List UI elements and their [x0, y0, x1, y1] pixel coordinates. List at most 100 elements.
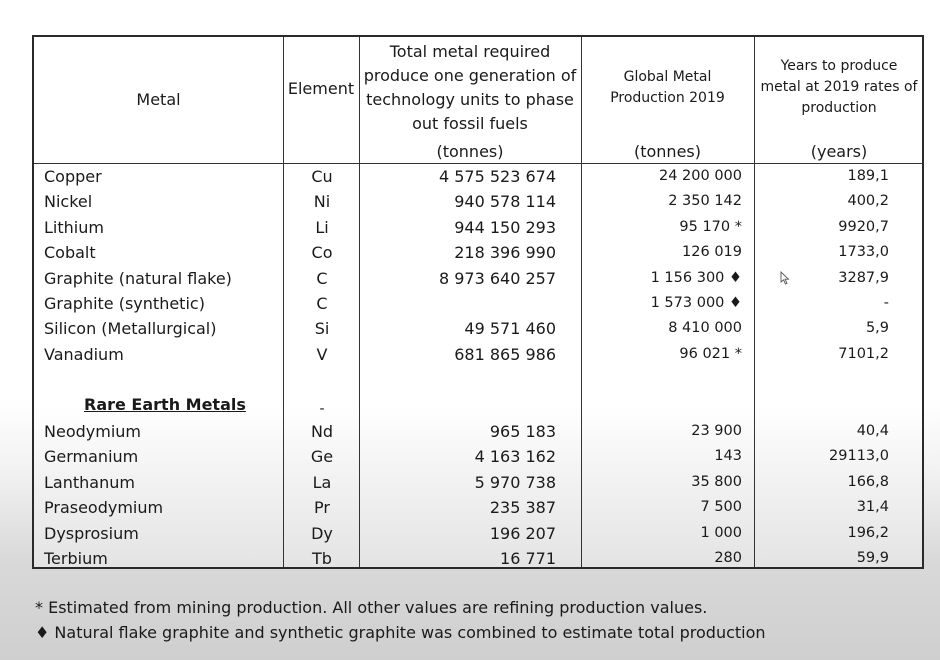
- global-production: 1 156 300 ♦: [650, 269, 742, 286]
- header-total-line: produce one generation of: [363, 66, 577, 85]
- total-required: 218 396 990: [454, 243, 556, 263]
- column-divider: [581, 37, 582, 567]
- total-required: 944 150 293: [454, 217, 556, 237]
- table-row: Dysprosium Dy 196 207 1 000 196,2: [34, 521, 922, 546]
- element-symbol: Nd: [310, 422, 334, 441]
- table-row: Lithium Li 944 150 293 95 170 * 9920,7: [34, 215, 922, 240]
- total-required: 681 865 986: [454, 344, 556, 364]
- years-to-produce: 3287,9: [838, 269, 889, 286]
- metal-name: Dysprosium: [44, 523, 139, 543]
- table-row: Neodymium Nd 965 183 23 900 40,4: [34, 419, 922, 444]
- element-symbol: Cu: [311, 167, 333, 186]
- metal-name: Copper: [44, 167, 102, 186]
- table-row: Lanthanum La 5 970 738 35 800 166,8: [34, 470, 922, 495]
- header-years: Years to produce metal at 2019 rates of …: [754, 56, 924, 119]
- header-years-line: production: [801, 100, 877, 116]
- header-divider: [34, 163, 922, 164]
- metal-name: Lanthanum: [44, 472, 135, 492]
- header-global-line: Global Metal: [623, 69, 712, 85]
- element-symbol: C: [316, 268, 328, 288]
- total-required: 4 163 162: [474, 447, 556, 467]
- element-symbol: La: [312, 472, 332, 492]
- years-to-produce: 5,9: [865, 320, 889, 337]
- header-years-unit: (years): [810, 142, 868, 161]
- element-symbol: Si: [314, 319, 330, 339]
- table-row: Terbium Tb 16 771 280 59,9: [34, 546, 922, 571]
- section-title: Rare Earth Metals: [84, 395, 246, 414]
- total-required: [360, 291, 556, 316]
- global-production: 7 500: [700, 499, 742, 516]
- global-production: 96 021 *: [679, 345, 742, 362]
- header-global-line: Production 2019: [610, 90, 725, 106]
- total-required: 49 571 460: [464, 319, 556, 339]
- table-row: Praseodymium Pr 235 387 7 500 31,4: [34, 495, 922, 520]
- years-to-produce: 7101,2: [838, 345, 889, 362]
- footnote-asterisk: * Estimated from mining production. All …: [35, 598, 708, 617]
- mouse-cursor-icon: [780, 271, 790, 285]
- global-production: 1 573 000 ♦: [650, 295, 742, 311]
- section-element: -: [319, 401, 325, 417]
- footnote-diamond: ♦ Natural flake graphite and synthetic g…: [35, 623, 766, 642]
- table-row: Copper Cu 4 575 523 674 24 200 000 189,1: [34, 164, 922, 189]
- metal-name: Silicon (Metallurgical): [44, 319, 217, 339]
- metal-name: Terbium: [44, 549, 108, 568]
- total-required: 196 207: [489, 523, 556, 543]
- global-production: 23 900: [691, 423, 742, 439]
- total-required: 8 973 640 257: [438, 268, 556, 288]
- table-row: Graphite (natural flake) C 8 973 640 257 1 …: [34, 266, 922, 291]
- years-to-produce: -: [883, 295, 889, 311]
- element-symbol: Ni: [313, 192, 331, 212]
- years-to-produce: 31,4: [856, 499, 889, 516]
- column-divider: [359, 37, 360, 567]
- global-production: 2 350 142: [668, 193, 742, 210]
- global-production: 8 410 000: [668, 320, 742, 337]
- header-years-line: metal at 2019 rates of: [760, 79, 918, 95]
- global-production: 95 170 *: [679, 218, 742, 235]
- metal-name: Praseodymium: [44, 498, 164, 518]
- header-global-unit: (tonnes): [633, 142, 701, 161]
- years-to-produce: 400,2: [847, 193, 889, 210]
- metals-table: Metal Element Total metal required produ…: [32, 35, 924, 569]
- header-total-unit: (tonnes): [436, 142, 504, 161]
- metal-name: Cobalt: [44, 243, 96, 263]
- years-to-produce: 40,4: [856, 423, 889, 439]
- column-divider: [283, 37, 284, 567]
- metal-name: Nickel: [44, 192, 93, 212]
- years-to-produce: 9920,7: [838, 218, 889, 235]
- element-symbol: Dy: [311, 523, 333, 543]
- metal-name: Graphite (synthetic): [44, 294, 205, 313]
- global-production: 280: [714, 550, 742, 566]
- element-symbol: V: [316, 344, 328, 364]
- global-production: 126 019: [682, 244, 742, 261]
- years-to-produce: 166,8: [847, 473, 889, 490]
- total-required: 940 578 114: [454, 192, 556, 212]
- table-row: Cobalt Co 218 396 990 126 019 1733,0: [34, 240, 922, 265]
- global-production: 1 000: [700, 524, 742, 541]
- total-required: 965 183: [489, 422, 556, 441]
- metal-name: Graphite (natural flake): [44, 268, 232, 288]
- years-to-produce: 1733,0: [838, 244, 889, 261]
- metal-name: Germanium: [44, 447, 139, 467]
- element-symbol: Li: [315, 217, 329, 237]
- table-row: Nickel Ni 940 578 114 2 350 142 400,2: [34, 189, 922, 214]
- total-required: 4 575 523 674: [438, 167, 556, 186]
- table-row: Germanium Ge 4 163 162 143 29113,0: [34, 444, 922, 469]
- header-metal: Metal: [136, 90, 181, 109]
- global-production: 24 200 000: [658, 168, 742, 184]
- metal-name: Neodymium: [44, 422, 141, 441]
- years-to-produce: 29113,0: [829, 448, 889, 465]
- global-production: 143: [714, 448, 742, 465]
- table-row: Silicon (Metallurgical) Si 49 571 460 8 410…: [34, 316, 922, 341]
- element-symbol: C: [316, 294, 328, 313]
- element-symbol: Co: [311, 243, 333, 263]
- total-required: 5 970 738: [474, 472, 556, 492]
- element-symbol: Pr: [314, 498, 330, 518]
- years-to-produce: 59,9: [856, 550, 889, 566]
- header-total-line: technology units to phase: [366, 90, 574, 109]
- header-total: Total metal required produce one generat…: [359, 40, 581, 136]
- column-divider: [754, 37, 755, 567]
- header-global: Global Metal Production 2019: [581, 67, 754, 109]
- global-production: 35 800: [691, 473, 742, 490]
- header-element: Element: [287, 79, 355, 98]
- element-symbol: Tb: [312, 549, 332, 568]
